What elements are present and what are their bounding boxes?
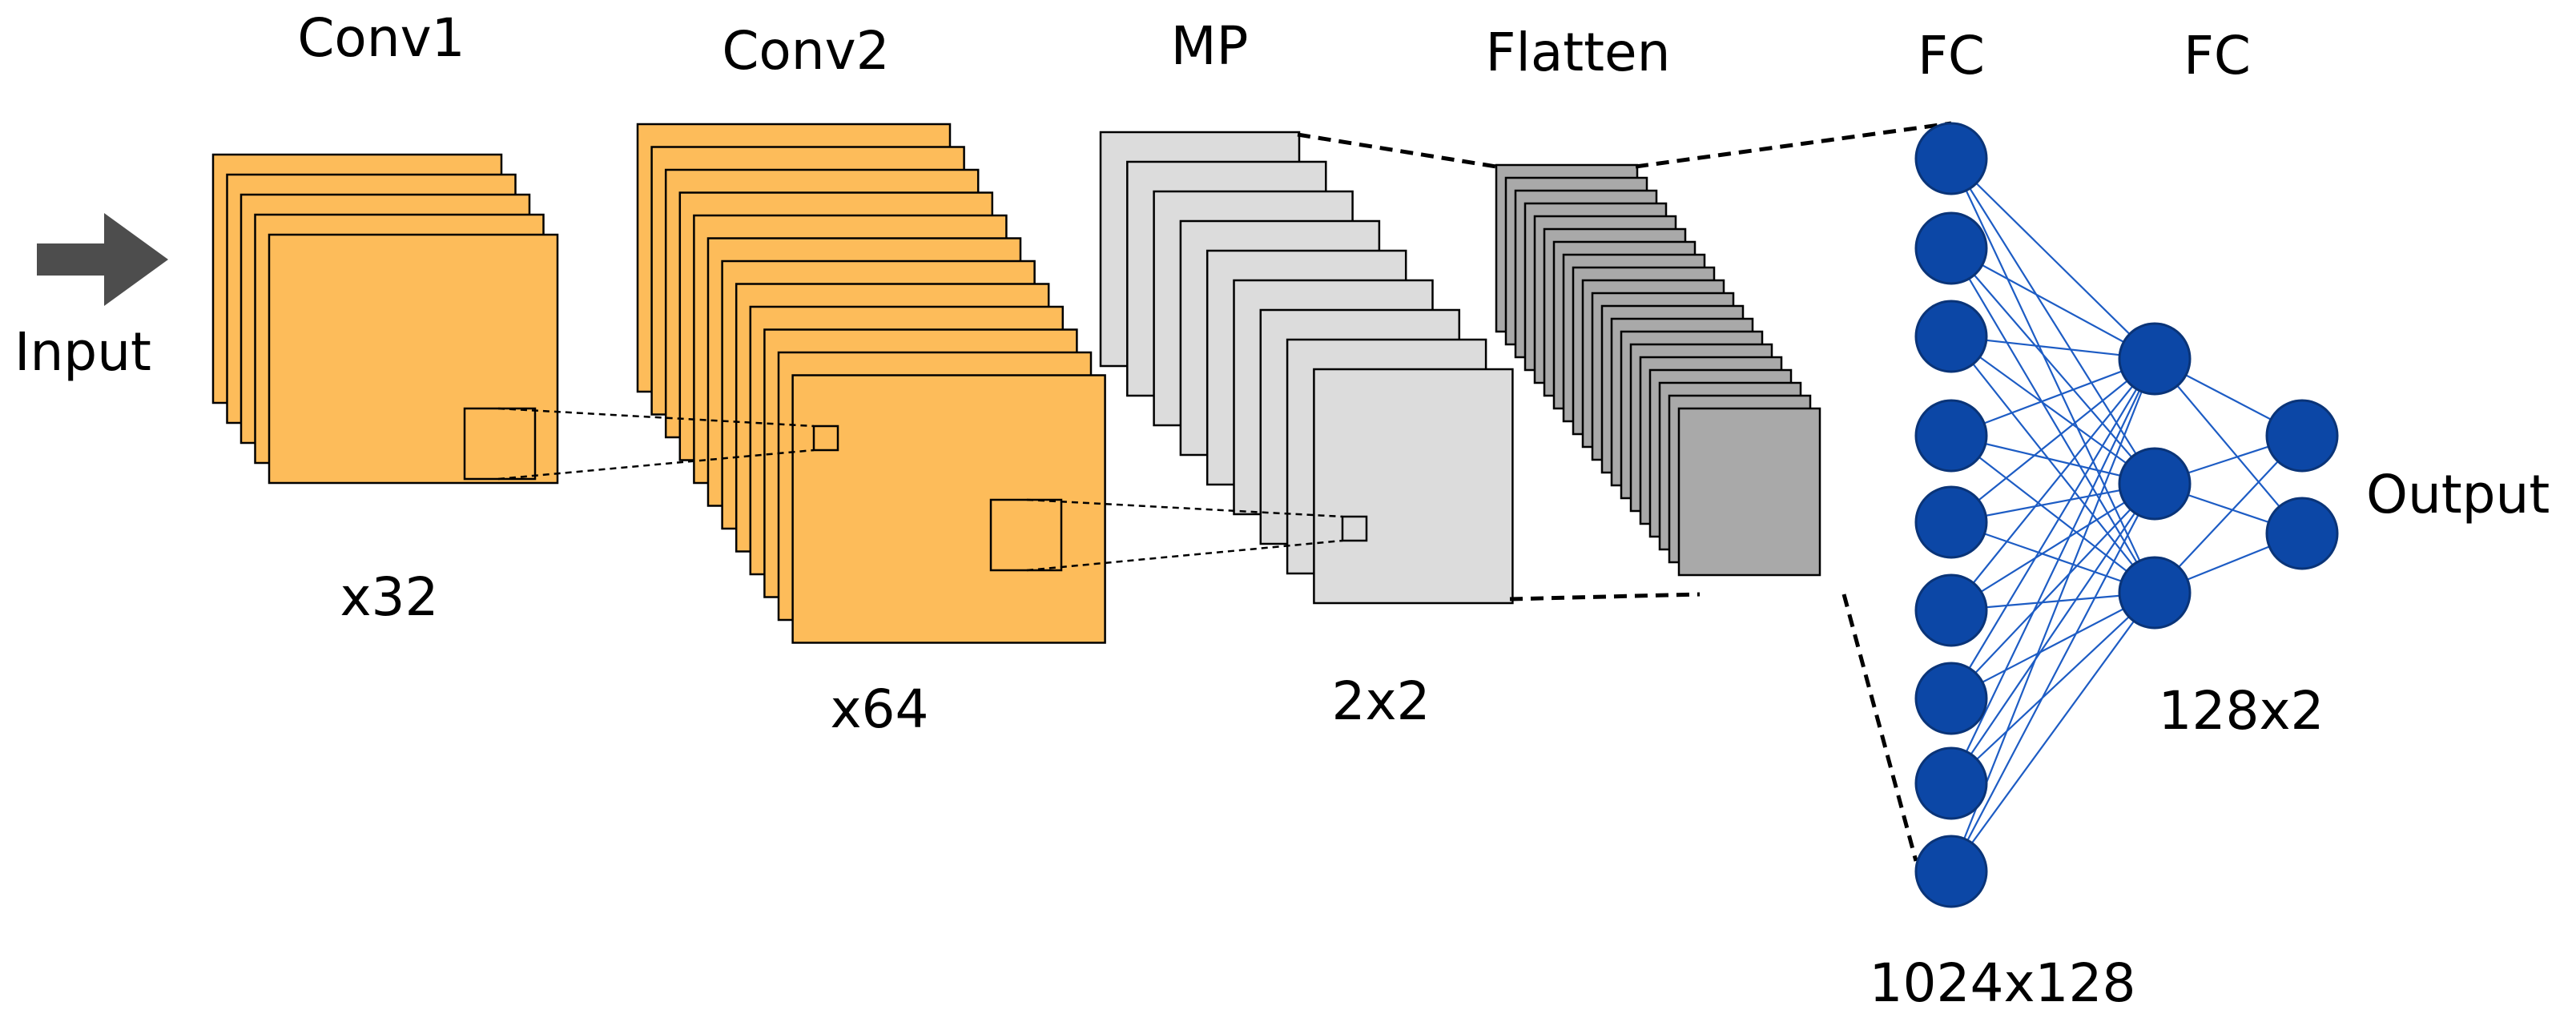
conv2-kernel-target [812,424,839,452]
fc-edge [1950,247,2155,593]
conv1-feature-map [268,233,559,485]
fc-edge [1950,358,2155,784]
conv2-to-mp-projection [1026,498,1343,572]
fc-edge [1950,592,2155,784]
fc-edge [1950,336,2155,485]
output-label: Output [2366,464,2550,525]
fc1-neuron [1914,211,1988,285]
fc-neurons [1914,122,2339,908]
fc-edge [1950,358,2155,523]
conv2-feature-maps [636,123,1106,644]
flatten-stack [1495,163,1821,577]
fc2-neuron [2118,447,2192,521]
conv2-label: Conv2 [722,20,889,82]
fc-edge [1950,483,2155,611]
fc-connections [1950,158,2303,872]
mp-size-label: 2x2 [1331,670,1430,732]
fc-edge [1950,592,2155,699]
conv1-count-label: x32 [340,566,438,628]
conv1-label: Conv1 [297,7,465,69]
fc1-neuron [1914,300,1988,373]
conv1-feature-maps [211,153,559,485]
output-neuron [2265,497,2339,570]
input-label: Input [14,321,151,383]
output-neuron [2265,399,2339,473]
fc1-neuron [1914,122,1988,195]
conv2-receptive-field [989,498,1063,572]
mp-feature-map [1313,368,1514,605]
fc2-label: FC [2184,25,2251,87]
fc1-label: FC [1918,25,1985,87]
mp-label: MP [1171,15,1249,77]
fc-edge [2154,358,2303,534]
fc1-neuron [1914,835,1988,908]
conv2-count-label: x64 [830,678,928,740]
mp-to-flatten-projection [1297,132,1701,602]
fc-edge [1950,592,2155,872]
flatten-to-fc-projection [1635,121,1952,862]
fc2-size-label: 128x2 [2158,680,2324,742]
fc-edge [1950,483,2155,699]
flatten-slice [1677,407,1821,577]
conv1-to-conv2-projection [497,407,815,481]
fc1-neuron [1914,485,1988,559]
flatten-label: Flatten [1486,22,1671,83]
fc2-neuron [2118,322,2192,396]
maxpool-feature-maps [1099,131,1514,605]
fc-edge [1950,358,2155,611]
fc-edge [1950,358,2155,699]
fc2-neuron [2118,556,2192,630]
fc1-neuron [1914,573,1988,647]
fc-edge [1950,158,2155,360]
fc1-neuron [1914,746,1988,820]
conv2-feature-map [791,374,1106,644]
fc1-neuron [1914,399,1988,473]
fc1-neuron [1914,662,1988,735]
input-arrow-icon [37,213,168,306]
fc-edge [1950,247,2155,360]
fc-edge [1950,483,2155,784]
fc-edge [1950,435,2155,593]
fc1-size-label: 1024x128 [1870,952,2136,1014]
mp-pool-target [1341,515,1368,542]
fc-edge [1950,483,2155,872]
